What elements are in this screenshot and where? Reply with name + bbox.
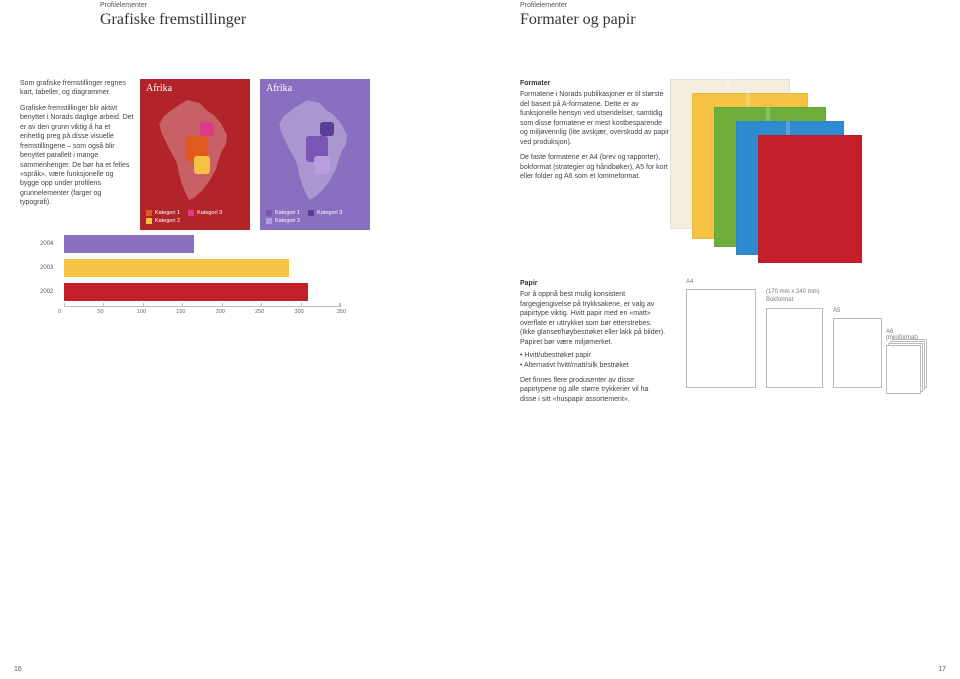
page-right: Profilelementer Formater og papir Format… xyxy=(480,0,960,439)
map-card-b: Afrika Kategori 1 Kategori 3 Kategori 2 xyxy=(260,79,370,230)
papir-text: Papir For å oppnå best mulig konsistent … xyxy=(520,279,666,439)
map-legend-a: Kategori 1 Kategori 3 Kategori 2 xyxy=(140,206,250,230)
formater-heading: Formater xyxy=(520,79,670,88)
size-bokformat xyxy=(766,308,823,388)
papir-bullet: Hvitt/ubestrøket papir xyxy=(520,351,666,360)
page-number-left: 16 xyxy=(14,666,22,673)
legend-item: Kategori 3 xyxy=(308,210,342,216)
page-title-left: Grafiske fremstillinger xyxy=(100,11,246,29)
size-a5 xyxy=(833,318,882,388)
formater-p2: De faste formatene er A4 (brev og rappor… xyxy=(520,153,670,181)
papir-heading: Papir xyxy=(520,279,666,288)
size-label-a6: A6 (miniformat) xyxy=(886,329,918,341)
kicker-right: Profilelementer xyxy=(520,2,636,9)
bar-row: 2004 xyxy=(40,234,340,254)
page-title-right: Formater og papir xyxy=(520,11,636,29)
formater-text: Formater Formatene i Norads publikasjone… xyxy=(520,79,670,249)
format-stack xyxy=(670,79,850,249)
page-number-right: 17 xyxy=(938,666,946,673)
kicker-left: Profilelementer xyxy=(100,2,246,9)
map-legend-b: Kategori 1 Kategori 3 Kategori 2 xyxy=(260,206,370,230)
map-card-a: Afrika Kategori 1 Kategori 3 Kategori 2 xyxy=(140,79,250,230)
papir-bullet: Alternativt hvitt/matt/silk bestrøket xyxy=(520,361,666,370)
africa-shape-icon xyxy=(148,100,242,200)
size-a4 xyxy=(686,289,756,388)
paper-size-diagram: A4 (170 mm x 240 mm) Bokformat A5 A6 (mi… xyxy=(686,279,900,439)
map-body-a xyxy=(140,96,250,206)
papir-foot: Det finnes flere produsenter av disse pa… xyxy=(520,376,666,404)
legend-item: Kategori 1 xyxy=(146,210,180,216)
bar-label: 2002 xyxy=(40,289,64,295)
papir-p: For å oppnå best mulig konsistent fargeg… xyxy=(520,290,666,347)
x-axis: 0 50 100 150 200 250 300 350 xyxy=(64,306,340,318)
bar xyxy=(64,283,308,301)
map-body-b xyxy=(260,96,370,206)
maps: Afrika Kategori 1 Kategori 3 Kategori 2 … xyxy=(140,79,370,230)
size-a6-stack xyxy=(886,345,921,394)
bar xyxy=(64,235,194,253)
legend-item: Kategori 2 xyxy=(266,218,300,224)
legend-item: Kategori 1 xyxy=(266,210,300,216)
size-label-a5: A5 xyxy=(833,308,840,314)
bar-label: 2004 xyxy=(40,241,64,247)
format-swatch-red xyxy=(758,135,862,263)
bar xyxy=(64,259,289,277)
intro-p2: Grafiske fremstillinger blir aktivt beny… xyxy=(20,104,134,208)
page-left: Profilelementer Grafiske fremstillinger … xyxy=(0,0,480,439)
size-label-a4: A4 xyxy=(686,279,693,285)
intro-text: Som grafiske fremstillinger regnes kart,… xyxy=(20,79,140,230)
size-label-bok: Bokformat xyxy=(766,297,793,303)
africa-shape-icon xyxy=(268,100,362,200)
map-title-b: Afrika xyxy=(260,79,370,96)
map-title-a: Afrika xyxy=(140,79,250,96)
bar-row: 2002 xyxy=(40,282,340,302)
legend-item: Kategori 2 xyxy=(146,218,180,224)
bar-label: 2003 xyxy=(40,265,64,271)
intro-p1: Som grafiske fremstillinger regnes kart,… xyxy=(20,79,134,98)
bar-row: 2003 xyxy=(40,258,340,278)
size-label-bok-dim: (170 mm x 240 mm) xyxy=(766,289,820,295)
legend-item: Kategori 3 xyxy=(188,210,222,216)
formater-p1: Formatene i Norads publikasjoner er til … xyxy=(520,90,670,147)
bar-chart: 2004 2003 2002 0 50 100 150 200 2 xyxy=(40,234,340,318)
